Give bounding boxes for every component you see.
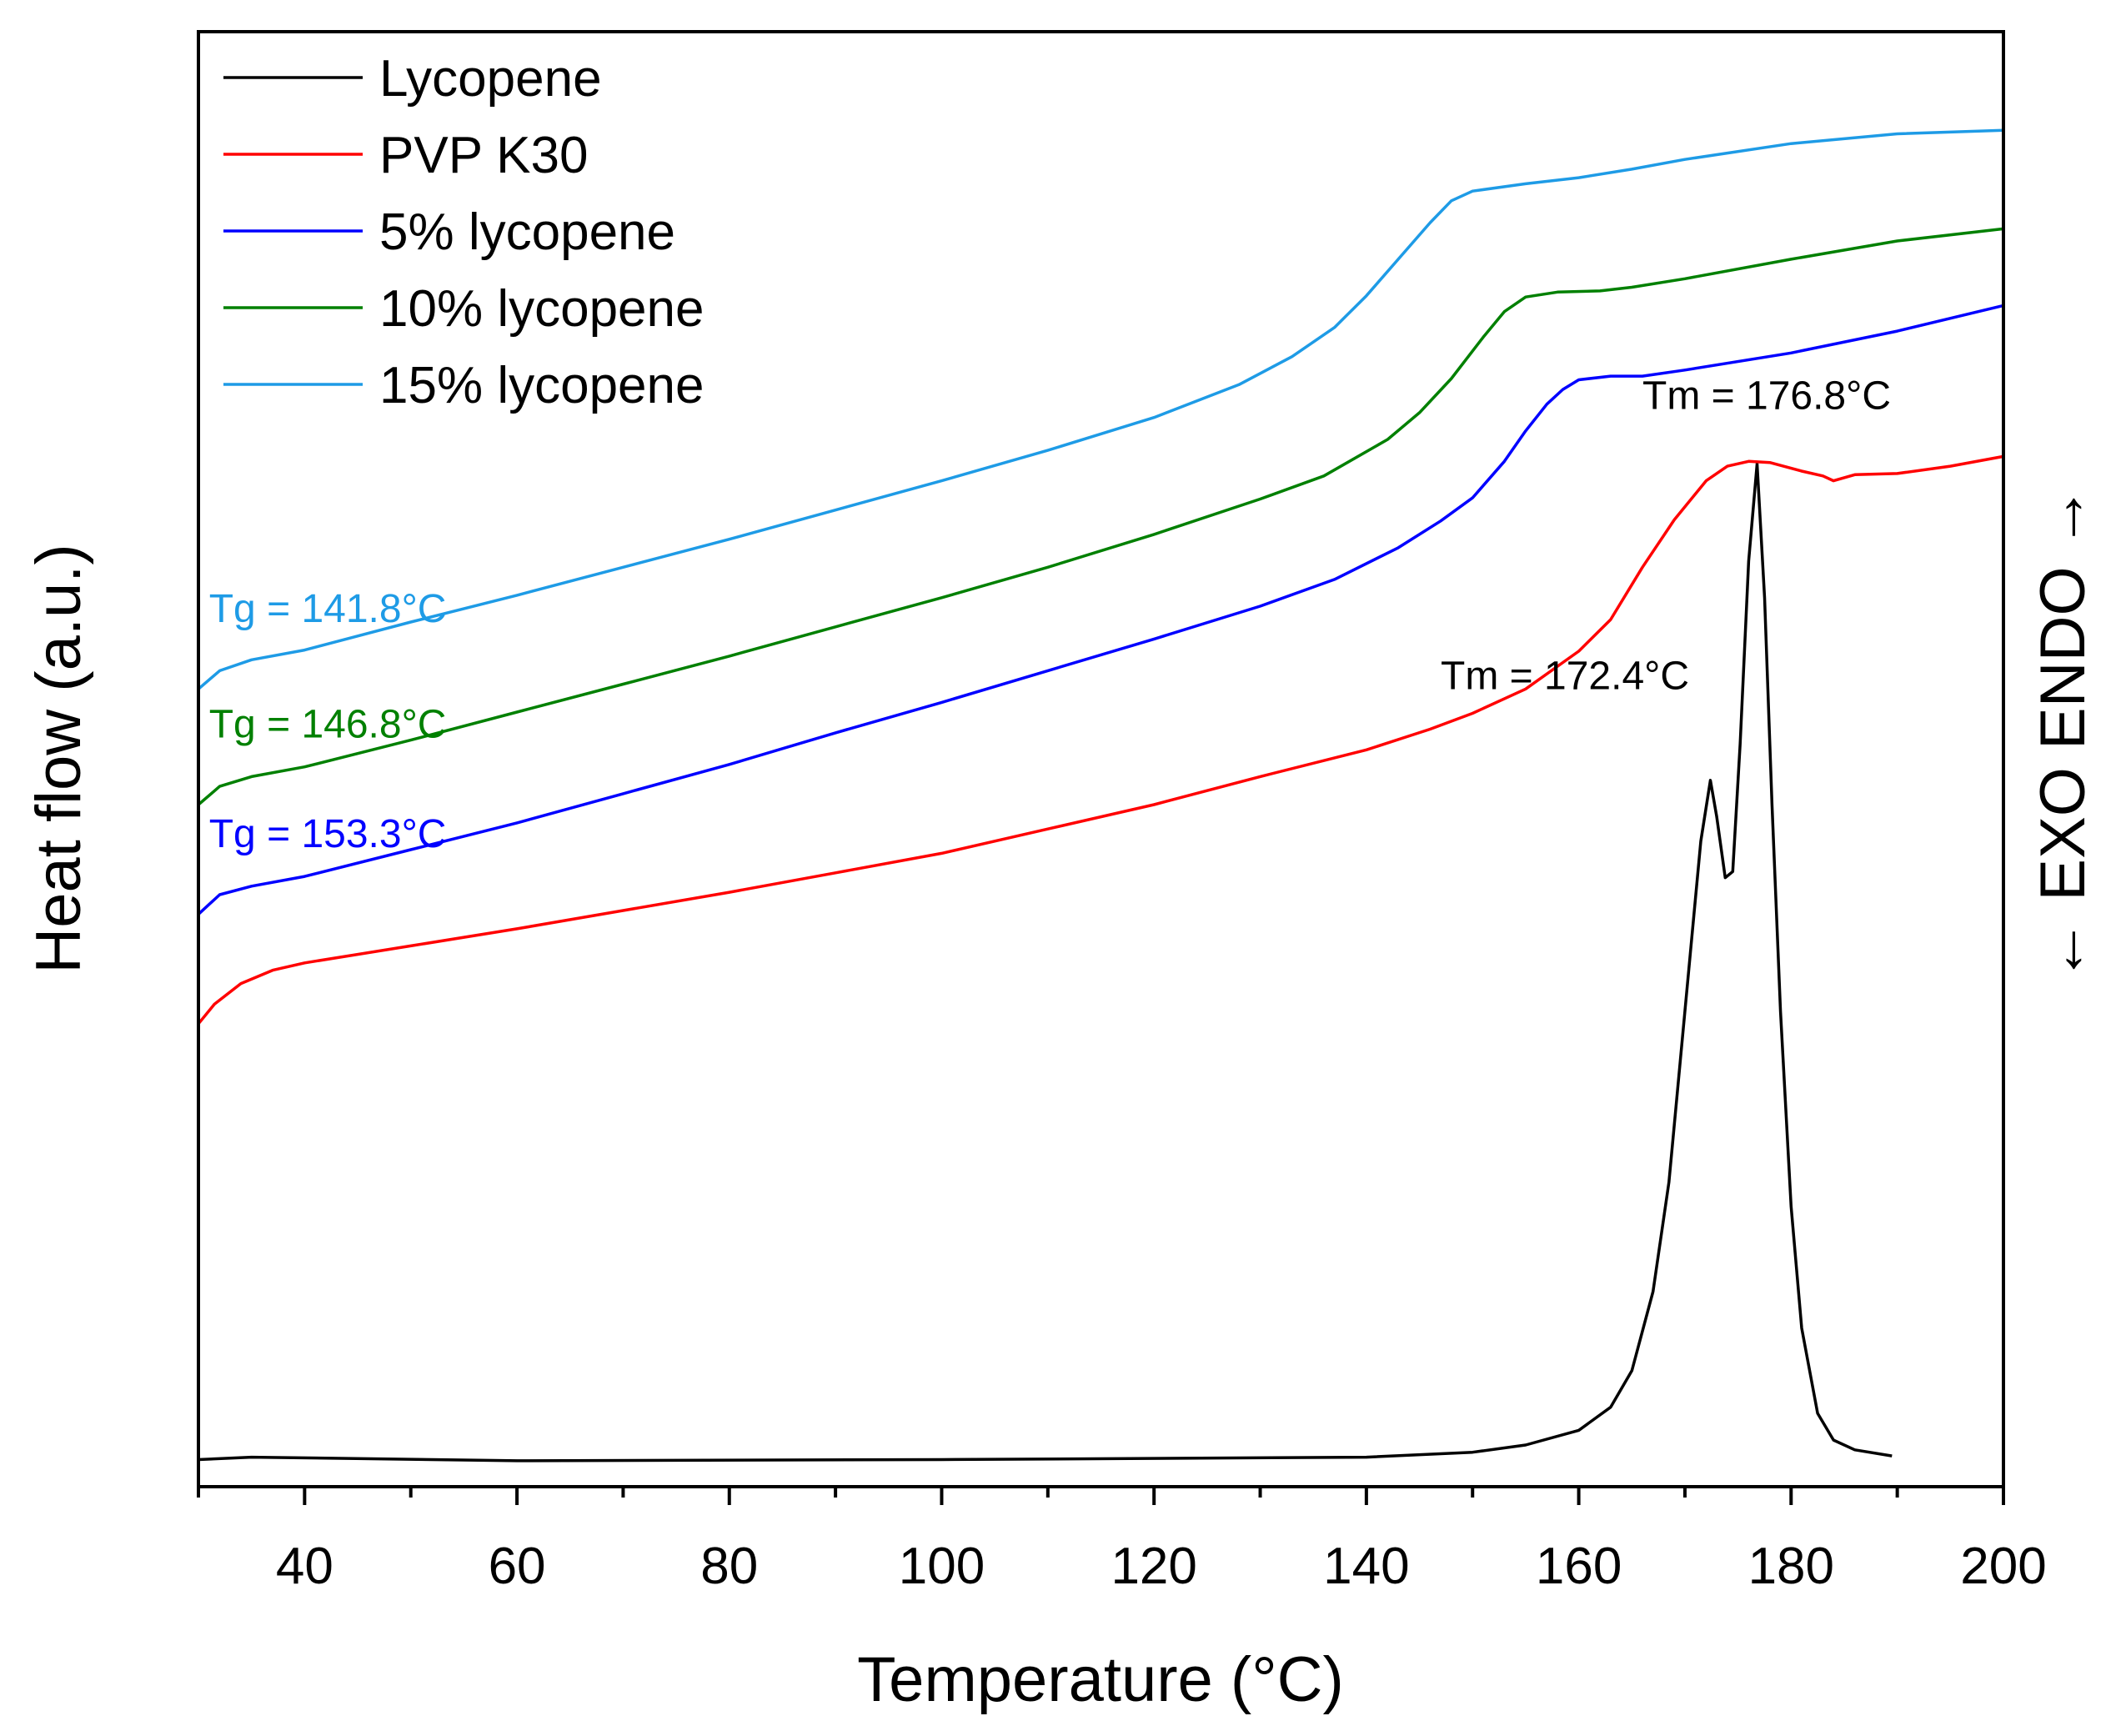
x-axis-title: Temperature (°C): [857, 1644, 1344, 1715]
legend-label-4: 15% lycopene: [379, 357, 705, 414]
x-tick-label: 160: [1536, 1538, 1622, 1595]
annotation-0: Tg = 141.8°C: [209, 587, 447, 631]
legend: Lycopene PVP K30 5% lycopene 10% lycopene 15…: [223, 50, 705, 414]
series-line-1: [197, 454, 2004, 1025]
y-axis-title: Heat flow (a.u.): [23, 544, 94, 973]
series-line-0: [198, 462, 1893, 1463]
x-tick-label: 200: [1960, 1538, 2046, 1595]
annotation-3: Tm = 172.4°C: [1441, 654, 1689, 698]
x-tick-label: 140: [1323, 1538, 1409, 1595]
legend-label-2: 5% lycopene: [379, 203, 675, 261]
x-tick-label: 120: [1111, 1538, 1196, 1595]
series-layer: [197, 128, 2004, 1463]
series-line-2: [197, 304, 2004, 916]
legend-label-0: Lycopene: [379, 50, 602, 108]
x-tick-label: 100: [899, 1538, 985, 1595]
x-tick-label: 40: [276, 1538, 333, 1595]
x-tick-label: 80: [700, 1538, 758, 1595]
plot-frame: [197, 30, 2005, 1488]
series-line-3: [197, 227, 2004, 806]
legend-label-1: PVP K30: [379, 127, 588, 184]
series-line-4: [197, 128, 2004, 690]
x-tick-label: 180: [1748, 1538, 1834, 1595]
exo-endo-label: ← EXO ENDO →: [2028, 485, 2098, 981]
annotation-2: Tg = 153.3°C: [209, 812, 447, 856]
annotations: Tg = 141.8°C Tg = 146.8°C Tg = 153.3°C Tm =…: [209, 374, 1891, 857]
x-tick-label: 60: [489, 1538, 546, 1595]
annotation-4: Tm = 176.8°C: [1642, 374, 1891, 419]
legend-label-3: 10% lycopene: [379, 280, 705, 338]
x-axis: 40 60 80 100 120 140 160 180 200: [197, 1487, 2047, 1595]
annotation-1: Tg = 146.8°C: [209, 703, 447, 747]
